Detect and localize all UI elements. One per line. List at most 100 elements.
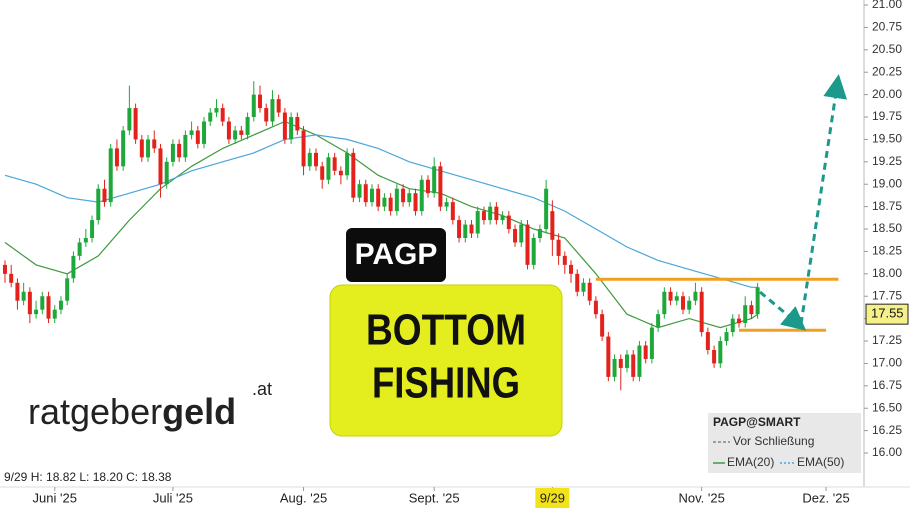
candle-body xyxy=(183,134,188,158)
candle-body xyxy=(593,300,598,315)
candle-body xyxy=(407,193,412,203)
candle-body xyxy=(270,99,275,122)
candle-body xyxy=(562,255,567,265)
candle-body xyxy=(463,224,468,238)
candle-body xyxy=(320,166,325,180)
arrows xyxy=(759,74,848,331)
candle-body xyxy=(46,296,51,319)
x-tick-label: Dez. '25 xyxy=(802,490,849,505)
candle-body xyxy=(189,130,194,135)
banner-line: FISHING xyxy=(372,359,520,408)
ema-line xyxy=(4,120,758,329)
y-tick-label: 17.75 xyxy=(872,288,902,302)
candle-body xyxy=(139,139,144,158)
candle-body xyxy=(450,202,455,221)
candle-body xyxy=(295,117,300,131)
candle-body xyxy=(469,224,474,234)
candle-body xyxy=(550,211,555,240)
candle-body xyxy=(600,314,605,337)
candle-body xyxy=(276,99,281,113)
candle-body xyxy=(481,211,486,221)
y-tick-label: 20.25 xyxy=(872,64,902,78)
candle-body xyxy=(674,296,679,301)
candle-body xyxy=(693,291,698,301)
candle-body xyxy=(15,282,20,301)
candle-body xyxy=(631,354,636,377)
candle-body xyxy=(195,130,200,144)
price-tag-label: 17.55 xyxy=(871,306,904,321)
candle-body xyxy=(730,318,735,333)
y-tick-label: 16.00 xyxy=(872,445,902,459)
candle-body xyxy=(475,211,480,234)
candle-body xyxy=(301,130,306,167)
candle-body xyxy=(376,188,381,207)
candle-body xyxy=(637,345,642,377)
candle-body xyxy=(500,215,505,221)
y-tick-label: 17.25 xyxy=(872,333,902,347)
ticker-label: PAGP xyxy=(355,238,438,271)
candle-body xyxy=(575,273,580,292)
candle-body xyxy=(513,229,518,243)
candle-body xyxy=(170,143,175,162)
candle-body xyxy=(525,224,530,265)
candle-body xyxy=(220,108,225,122)
y-tick-label: 18.00 xyxy=(872,266,902,280)
candle-body xyxy=(712,349,717,364)
candle-body xyxy=(643,345,648,359)
candle-body xyxy=(432,166,437,194)
candle-body xyxy=(680,296,685,310)
candle-body xyxy=(705,332,710,350)
candle-body xyxy=(164,161,169,185)
y-tick-label: 18.50 xyxy=(872,221,902,235)
candle-body xyxy=(226,121,231,140)
candle-body xyxy=(58,300,63,310)
candle-body xyxy=(264,108,269,122)
logo-part: geld xyxy=(162,391,236,432)
y-tick-label: 19.25 xyxy=(872,154,902,168)
candle-body xyxy=(313,152,318,167)
candle-body xyxy=(133,108,138,140)
candle-body xyxy=(457,220,462,238)
candle-body xyxy=(419,179,424,212)
candle-body xyxy=(556,239,561,256)
logo-suffix: .at xyxy=(252,379,272,399)
y-tick-label: 20.75 xyxy=(872,20,902,34)
y-tick-label: 20.50 xyxy=(872,42,902,56)
candle-body xyxy=(382,197,387,207)
banner: BOTTOM FISHING xyxy=(329,284,563,437)
candle-body xyxy=(108,148,113,203)
series-layer xyxy=(2,81,839,391)
candle-body xyxy=(9,273,14,283)
candle-body xyxy=(146,139,151,158)
candle-body xyxy=(618,358,623,368)
candle-body xyxy=(749,305,754,315)
candle-body xyxy=(258,94,263,109)
x-tick-label: Sept. '25 xyxy=(409,490,460,505)
arrow-down xyxy=(759,290,807,331)
candle-body xyxy=(401,188,406,203)
x-tick-label: Nov. '25 xyxy=(678,490,724,505)
price-tag xyxy=(865,303,909,325)
candle-body xyxy=(656,314,661,328)
candle-body xyxy=(52,309,57,319)
candle-body xyxy=(438,166,443,207)
logo-part: ratgeber xyxy=(28,391,162,432)
candle-body xyxy=(338,170,343,176)
candle-body xyxy=(251,94,256,118)
candle-body xyxy=(40,296,45,310)
candle-body xyxy=(239,130,244,135)
candle-body xyxy=(27,291,32,315)
candle-body xyxy=(102,188,107,203)
candle-body xyxy=(114,148,119,167)
candle-body xyxy=(625,354,630,368)
candle-body xyxy=(2,264,7,274)
x-tick-highlight xyxy=(535,488,570,508)
candle-body xyxy=(506,215,511,230)
candle-body xyxy=(158,148,163,185)
legend: PAGP@SMART Vor Schließung EMA(20) EMA(50… xyxy=(708,413,861,473)
legend-title: PAGP@SMART xyxy=(713,415,801,429)
y-tick-label: 19.50 xyxy=(872,132,902,146)
y-tick-label: 16.75 xyxy=(872,378,902,392)
ticker-badge: PAGP xyxy=(346,228,446,282)
